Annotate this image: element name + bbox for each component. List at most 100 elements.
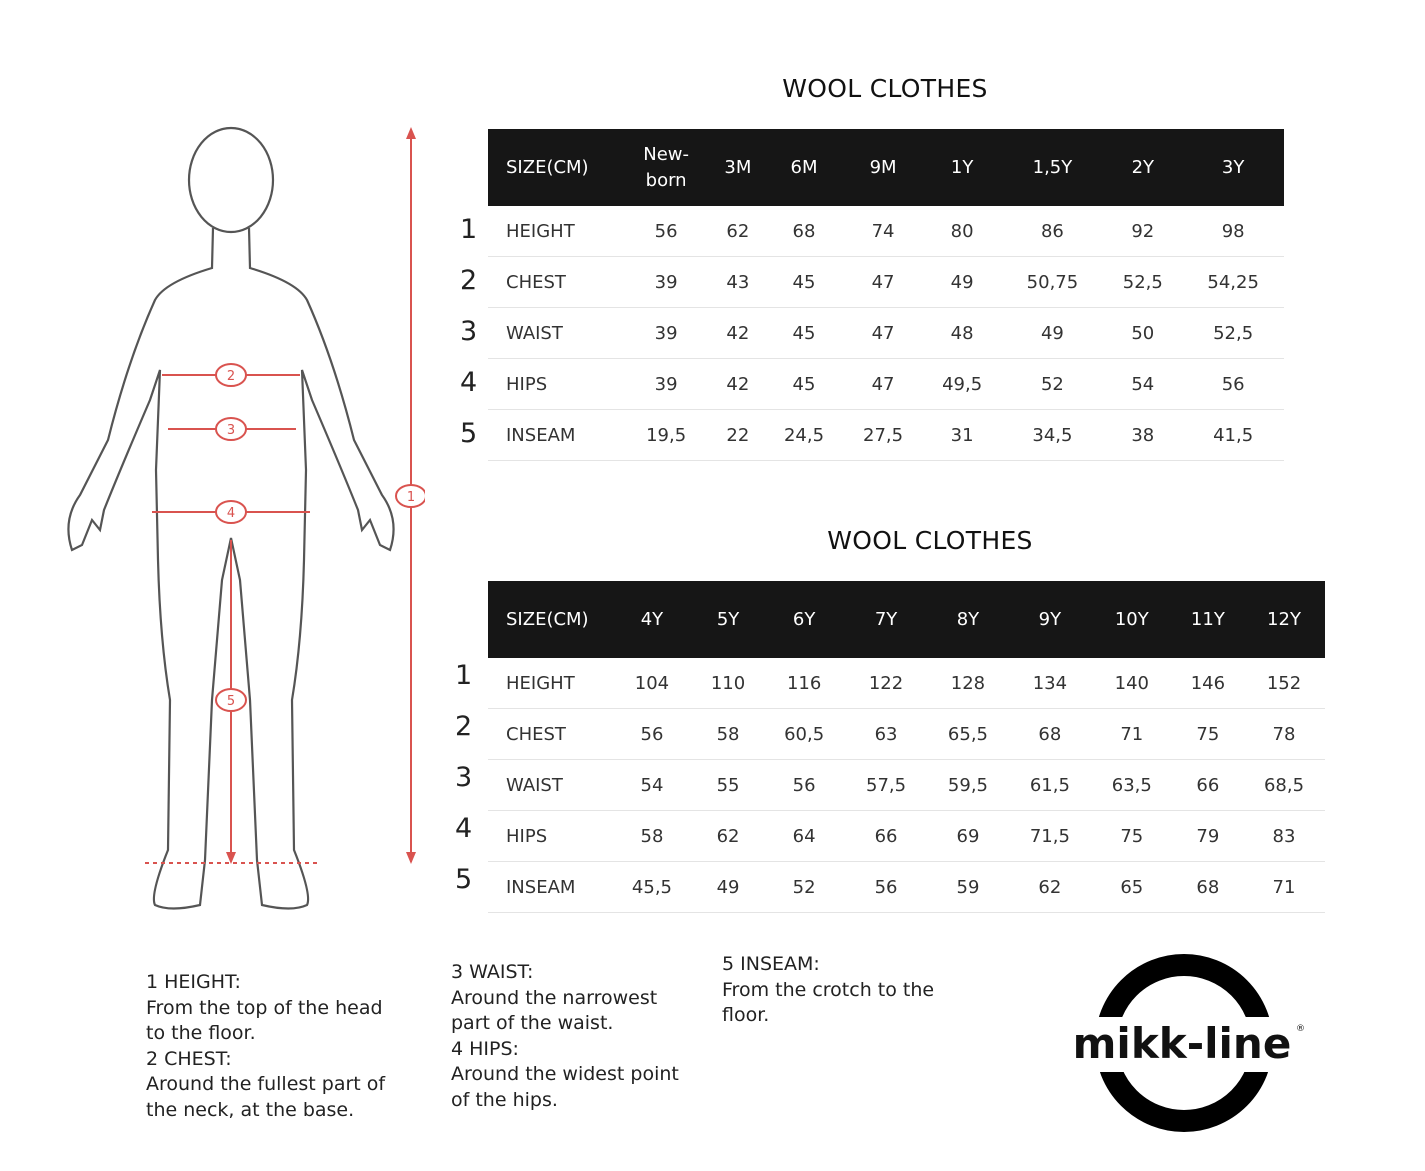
cell-value: 68: [1008, 708, 1091, 760]
row-number: 5: [460, 418, 478, 449]
cell-value: 65,5: [927, 708, 1009, 760]
row-number: 5: [455, 864, 473, 895]
cell-value: 47: [843, 256, 923, 308]
cell-value: 68: [764, 206, 844, 257]
svg-text:4: 4: [227, 506, 235, 521]
cell-value: 98: [1182, 206, 1284, 257]
cell-value: 39: [621, 358, 712, 410]
cell-value: 61,5: [1008, 759, 1091, 811]
mikk-line-logo: mikk-line ®: [1073, 954, 1305, 1132]
note-line: Around the fullest part of: [146, 1073, 386, 1095]
cell-value: 39: [621, 256, 712, 308]
table-1-title: WOOL CLOTHES: [782, 74, 988, 103]
row-number: 1: [455, 660, 473, 691]
cell-value: 59: [927, 861, 1009, 913]
row-label: HIPS: [488, 810, 611, 862]
cell-value: 71,5: [1008, 810, 1091, 862]
cell-value: 24,5: [764, 409, 844, 461]
cell-value: 58: [611, 810, 693, 862]
note-line: From the crotch to the: [722, 978, 935, 1001]
cell-value: 74: [843, 206, 923, 257]
marker-5: 5: [215, 688, 247, 712]
header-size-column: 3Y: [1182, 129, 1284, 206]
cell-value: 110: [692, 658, 764, 709]
table-row: HEIGHT 104 110 116 122 128 134 140 146 152: [488, 658, 1325, 709]
header-row: SIZE(CM) 4Y 5Y 6Y 7Y 8Y 9Y 10Y 11Y 12Y: [488, 581, 1325, 658]
svg-text:3: 3: [227, 423, 235, 438]
cell-value: 54: [1103, 358, 1183, 410]
cell-value: 31: [922, 409, 1002, 461]
cell-value: 27,5: [843, 409, 923, 461]
header-size-column: New-born: [621, 129, 712, 206]
cell-value: 80: [922, 206, 1002, 257]
row-label: WAIST: [488, 759, 611, 811]
row-label: INSEAM: [488, 409, 621, 461]
note-line: 5 INSEAM:: [722, 953, 820, 975]
table-row: CHEST 56 58 60,5 63 65,5 68 71 75 78: [488, 708, 1325, 760]
header-size-label: SIZE(CM): [488, 129, 621, 206]
row-label: CHEST: [488, 708, 611, 760]
cell-value: 42: [711, 307, 765, 359]
cell-value: 55: [692, 759, 764, 811]
body-outline: [67, 126, 395, 910]
header-size-column: 6M: [764, 129, 844, 206]
cell-value: 59,5: [927, 759, 1009, 811]
cell-value: 45,5: [611, 861, 693, 913]
marker-4: 4: [215, 500, 247, 524]
cell-value: 122: [845, 658, 927, 709]
size-table-1: SIZE(CM) New-born 3M 6M 9M 1Y 1,5Y 2Y 3Y HEIGHT 56…: [488, 129, 1284, 461]
header-size-column: 4Y: [611, 581, 693, 658]
table-row: WAIST 54 55 56 57,5 59,5 61,5 63,5 66 68,5: [488, 759, 1325, 811]
note-line: 3 WAIST:: [451, 961, 534, 983]
marker-2: 2: [215, 363, 247, 387]
cell-value: 43: [711, 256, 765, 308]
cell-value: 39: [621, 307, 712, 359]
cell-value: 63,5: [1090, 759, 1173, 811]
note-line: Around the narrowest: [451, 986, 658, 1009]
cell-value: 52: [1001, 358, 1104, 410]
cell-value: 92: [1103, 206, 1183, 257]
table-row: HIPS 39 42 45 47 49,5 52 54 56: [488, 358, 1284, 410]
cell-value: 62: [711, 206, 765, 257]
svg-text:1: 1: [407, 490, 415, 505]
cell-value: 83: [1243, 810, 1325, 862]
cell-value: 19,5: [621, 409, 712, 461]
size-table-2: SIZE(CM) 4Y 5Y 6Y 7Y 8Y 9Y 10Y 11Y 12Y HEIGHT 104 11…: [488, 581, 1325, 913]
cell-value: 134: [1008, 658, 1091, 709]
table-row: INSEAM 19,5 22 24,5 27,5 31 34,5 38 41,5: [488, 409, 1284, 461]
cell-value: 22: [711, 409, 765, 461]
cell-value: 104: [611, 658, 693, 709]
cell-value: 60,5: [763, 708, 846, 760]
row-label: INSEAM: [488, 861, 611, 913]
note-line: to the floor.: [146, 1022, 256, 1044]
table-row: INSEAM 45,5 49 52 56 59 62 65 68 71: [488, 861, 1325, 913]
cell-value: 47: [843, 358, 923, 410]
cell-value: 75: [1172, 708, 1243, 760]
cell-value: 45: [764, 358, 844, 410]
table-2-title: WOOL CLOTHES: [827, 526, 1033, 555]
cell-value: 78: [1243, 708, 1325, 760]
body-measurement-figure: 1 2 3 4 5: [67, 126, 425, 910]
cell-value: 54,25: [1182, 256, 1284, 308]
cell-value: 71: [1243, 861, 1325, 913]
cell-value: 50: [1103, 307, 1183, 359]
cell-value: 49,5: [922, 358, 1002, 410]
measurement-lines: [145, 130, 412, 864]
logo-text: mikk-line: [1073, 1019, 1292, 1068]
cell-value: 116: [763, 658, 846, 709]
marker-1: 1: [395, 484, 425, 508]
cell-value: 49: [922, 256, 1002, 308]
row-number: 2: [460, 265, 478, 296]
cell-value: 146: [1172, 658, 1243, 709]
note-line: part of the waist.: [451, 1012, 614, 1034]
cell-value: 69: [927, 810, 1009, 862]
header-size-column: 1Y: [922, 129, 1002, 206]
cell-value: 56: [845, 861, 927, 913]
logo-registered-mark: ®: [1296, 1024, 1305, 1034]
cell-value: 56: [611, 708, 693, 760]
cell-value: 62: [1008, 861, 1091, 913]
row-number: 4: [460, 367, 478, 398]
cell-value: 49: [1001, 307, 1104, 359]
row-label: CHEST: [488, 256, 621, 308]
row-number: 2: [455, 711, 473, 742]
